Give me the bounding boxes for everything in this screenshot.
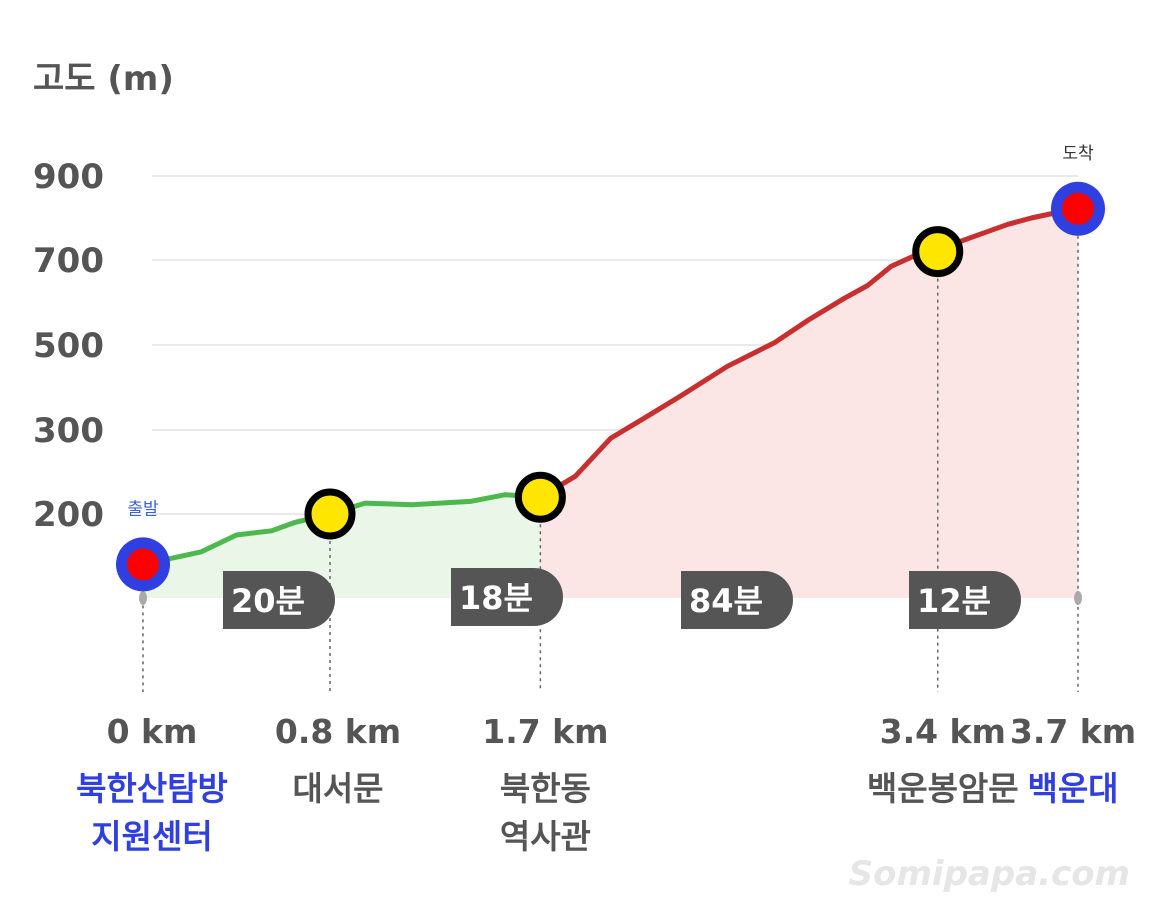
- waypoint-name: 대서문: [292, 769, 383, 808]
- waypoint-marker: [304, 488, 356, 540]
- arrival-tag: 도착: [1062, 144, 1094, 164]
- y-tick-label: 500: [33, 326, 104, 366]
- segment-badge: [909, 571, 1021, 629]
- distance-label: 3.7 km: [1010, 712, 1136, 751]
- y-tick-label: 300: [33, 411, 104, 451]
- red-elevation-line: [539, 206, 1079, 500]
- waypoint-name: 백운봉암문: [867, 769, 1019, 808]
- y-tick-label: 700: [33, 241, 104, 281]
- y-tick-labels: 200 300 500 700 900: [33, 157, 104, 535]
- waypoint-name: 백운대: [1027, 769, 1118, 808]
- waypoint-marker: [514, 471, 566, 523]
- segment-badge: [451, 568, 563, 626]
- segment-duration-label: 18분: [459, 579, 533, 617]
- segment-duration-badges: 20분 18분 84분 12분: [223, 568, 1021, 629]
- waypoint-marker: [912, 226, 964, 278]
- y-axis-title: 고도 (m): [33, 59, 174, 99]
- distance-label: 0 km: [107, 712, 198, 751]
- segment-duration-label: 20분: [231, 582, 305, 620]
- waypoint-name: 북한산탐방: [76, 769, 228, 808]
- waypoint-markers: 출발 도착: [116, 144, 1105, 592]
- waypoint-name: 북한동: [500, 769, 591, 808]
- distance-label: 0.8 km: [275, 712, 401, 751]
- distance-label: 3.4 km: [880, 712, 1006, 751]
- waypoint-name: 역사관: [500, 817, 591, 856]
- y-tick-label: 200: [33, 495, 104, 535]
- red-area: [540, 208, 1078, 599]
- start-tag: 출발: [127, 499, 159, 519]
- y-tick-label: 900: [33, 157, 104, 197]
- guide-base-dot: [139, 591, 147, 605]
- endpoint-marker-inner: [127, 548, 159, 581]
- waypoint-name: 지원센터: [91, 817, 212, 856]
- guide-base-dot: [1074, 591, 1082, 605]
- segment-duration-label: 12분: [917, 582, 991, 620]
- segment-badge: [223, 571, 335, 629]
- watermark: Somipapa.com: [849, 854, 1130, 894]
- segment-duration-label: 84분: [689, 582, 763, 620]
- distance-label: 1.7 km: [482, 712, 608, 751]
- segment-badge: [681, 571, 793, 629]
- endpoint-marker-inner: [1062, 192, 1094, 225]
